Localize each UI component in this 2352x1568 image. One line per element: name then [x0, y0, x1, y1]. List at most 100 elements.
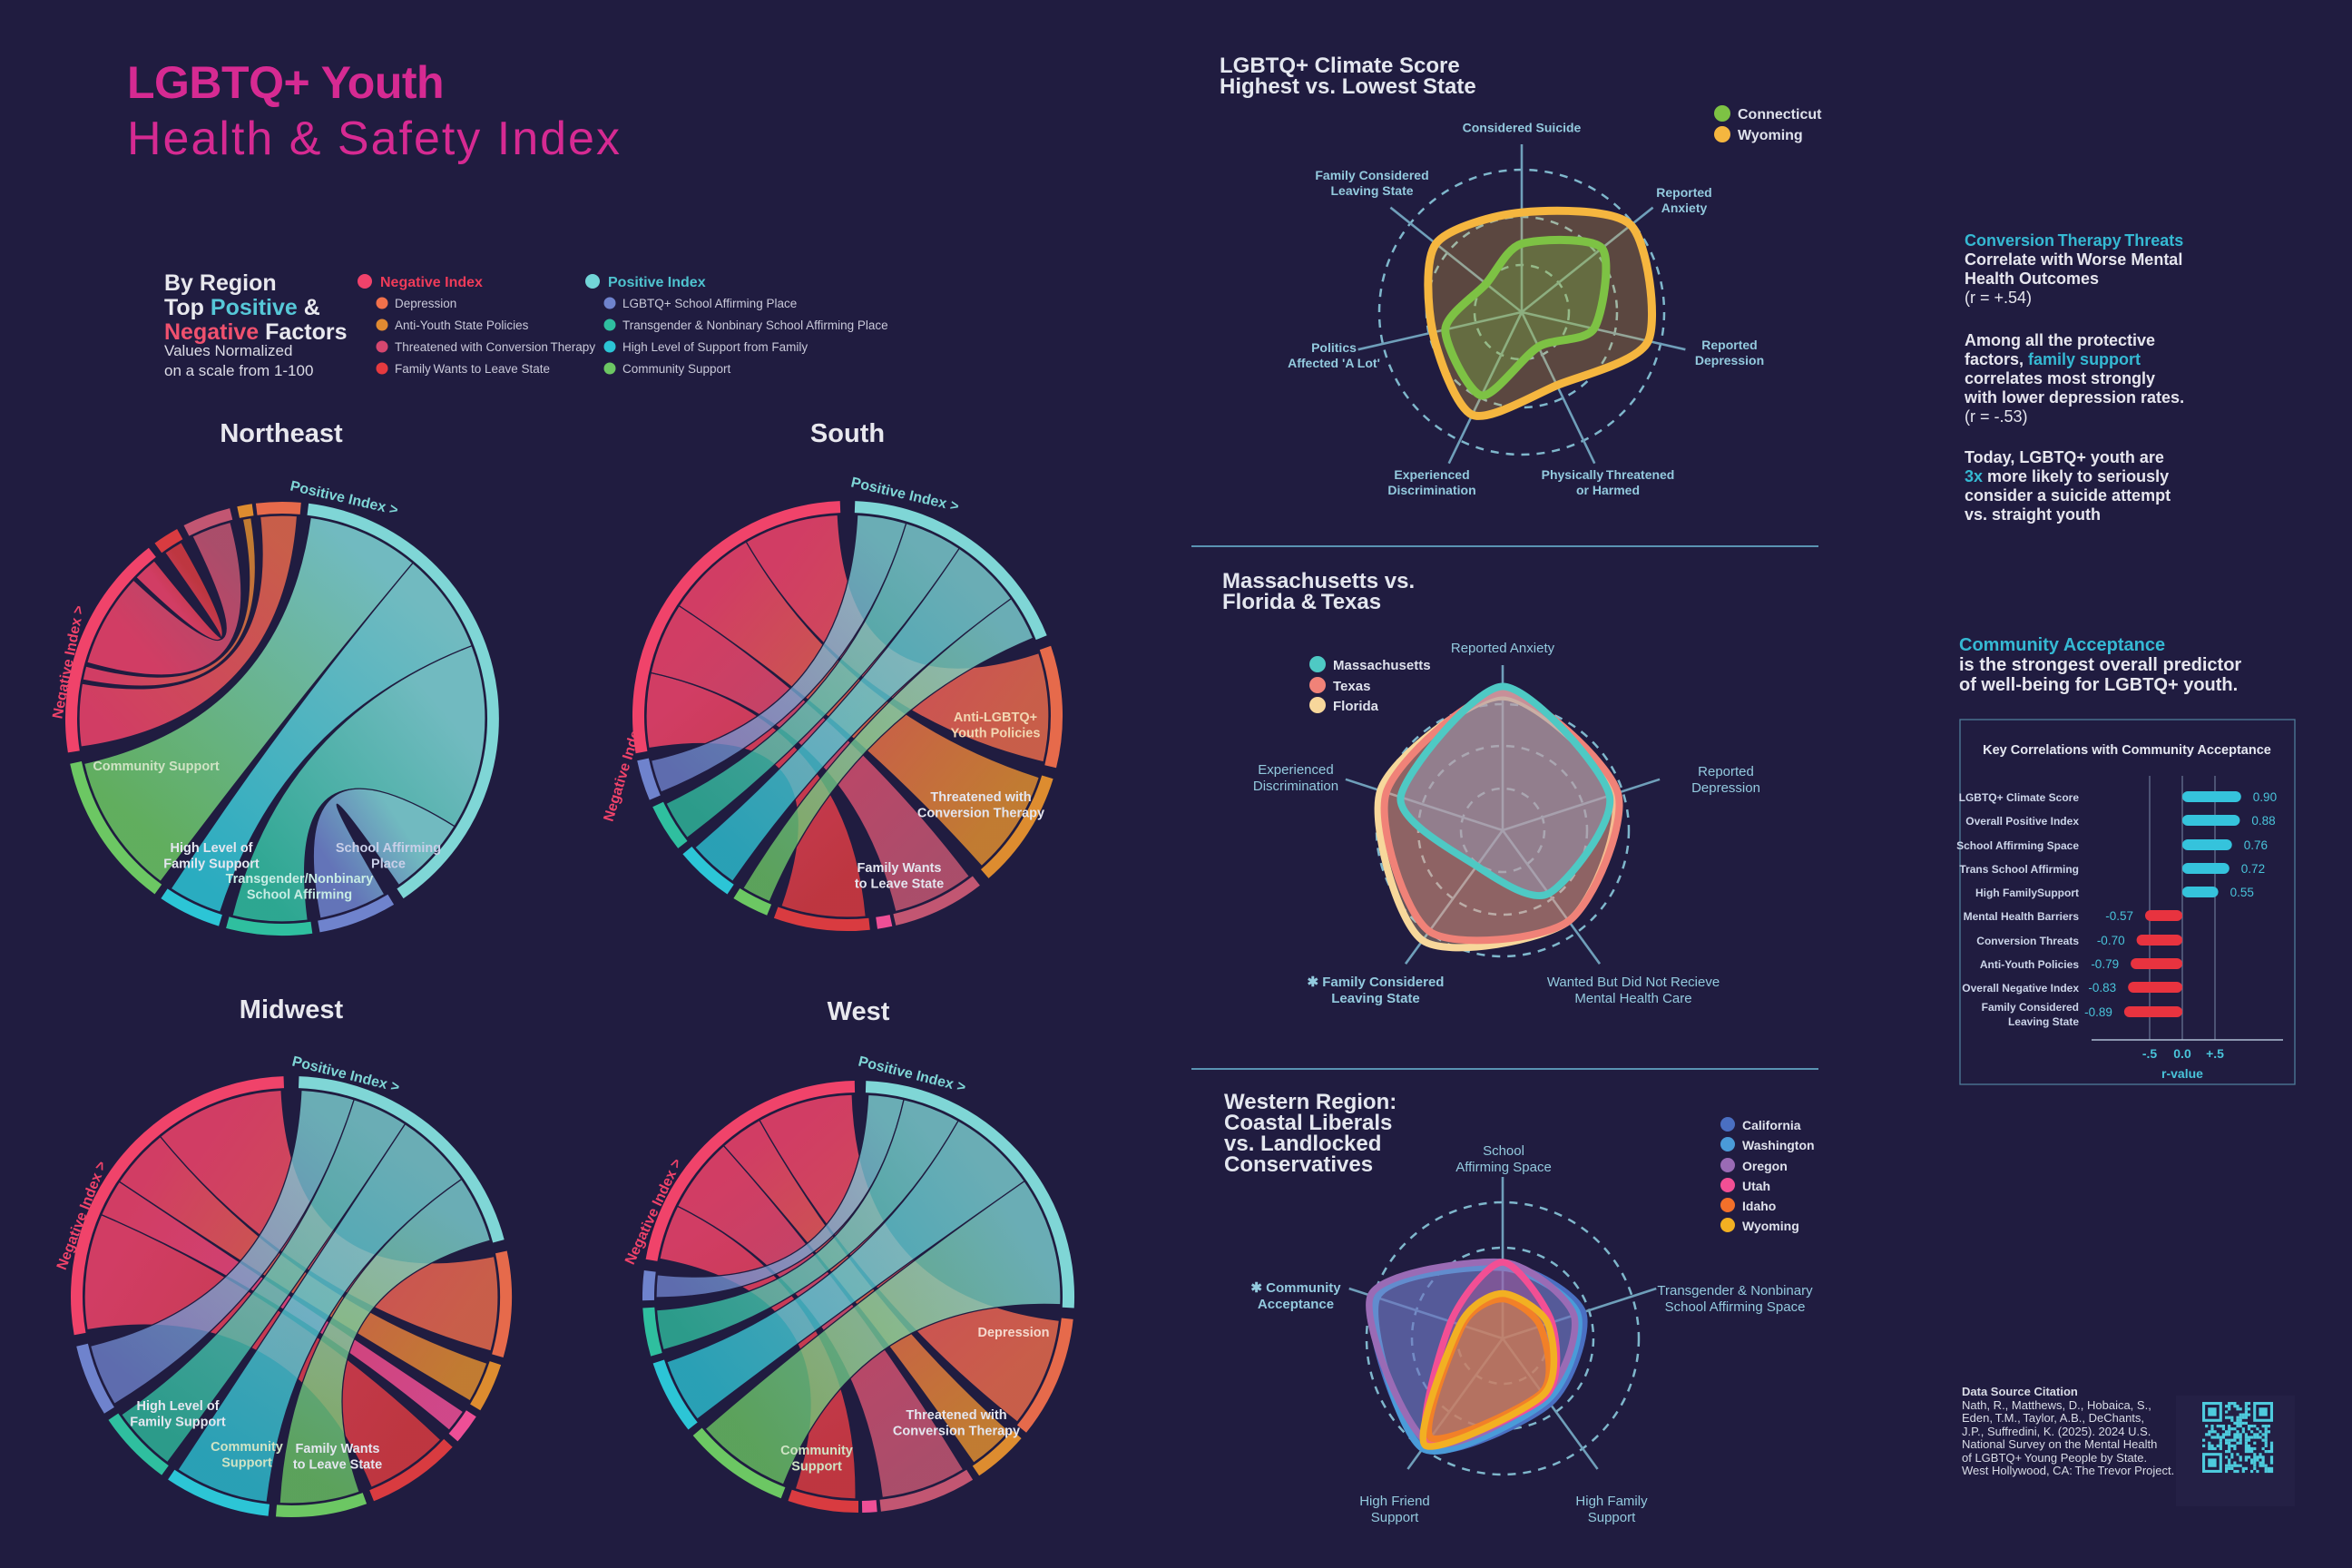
- svg-text:Leaving State: Leaving State: [1331, 991, 1420, 1006]
- svg-text:to Leave State: to Leave State: [855, 877, 944, 892]
- svg-text:Wyoming: Wyoming: [1742, 1219, 1799, 1233]
- svg-text:High Level of: High Level of: [170, 841, 252, 856]
- svg-text:Leaving State: Leaving State: [1330, 183, 1413, 198]
- svg-text:Affected 'A Lot': Affected 'A Lot': [1288, 356, 1380, 370]
- svg-text:Politics: Politics: [1311, 340, 1357, 355]
- svg-text:Reported Anxiety: Reported Anxiety: [1451, 641, 1555, 656]
- svg-text:Anti-Youth State Policies: Anti-Youth State Policies: [395, 318, 529, 332]
- svg-text:Support: Support: [791, 1460, 842, 1475]
- svg-text:High Friend: High Friend: [1359, 1494, 1430, 1509]
- svg-text:Community Support: Community Support: [622, 362, 731, 376]
- svg-text:-0.89: -0.89: [2084, 1005, 2112, 1019]
- svg-text:School Affirming Space: School Affirming Space: [1665, 1299, 1806, 1315]
- svg-text:Considered Suicide: Considered Suicide: [1463, 121, 1582, 135]
- svg-text:0.76: 0.76: [2244, 838, 2268, 852]
- svg-text:Family Wants to Leave State: Family Wants to Leave State: [395, 362, 550, 376]
- svg-text:-0.79: -0.79: [2091, 957, 2119, 971]
- svg-text:Overall Negative Index: Overall Negative Index: [1962, 982, 2079, 995]
- svg-text:-0.83: -0.83: [2088, 981, 2116, 995]
- svg-text:Trans School Affirming: Trans School Affirming: [1959, 863, 2079, 876]
- svg-text:-.5: -.5: [2142, 1046, 2158, 1061]
- svg-text:Leaving State: Leaving State: [2008, 1015, 2079, 1028]
- svg-text:Anti-LGBTQ+: Anti-LGBTQ+: [954, 710, 1037, 725]
- svg-text:to Leave State: to Leave State: [293, 1458, 382, 1473]
- svg-text:Transgender & Nonbinary: Transgender & Nonbinary: [1657, 1283, 1813, 1298]
- svg-text:Texas: Texas: [1333, 679, 1370, 694]
- svg-text:✱ Community: ✱ Community: [1250, 1280, 1341, 1296]
- svg-text:Overall Positive Index: Overall Positive Index: [1965, 815, 2079, 828]
- svg-text:Family Considered: Family Considered: [1982, 1001, 2079, 1014]
- svg-text:Transgender/Nonbinary: Transgender/Nonbinary: [226, 872, 374, 887]
- svg-text:Family Wants: Family Wants: [858, 861, 942, 876]
- svg-text:Massachusetts: Massachusetts: [1333, 658, 1431, 673]
- svg-text:Support: Support: [221, 1456, 272, 1471]
- svg-text:Family Support: Family Support: [163, 858, 260, 872]
- svg-text:Washington: Washington: [1742, 1138, 1815, 1152]
- svg-text:Depression: Depression: [395, 297, 456, 310]
- svg-text:Youth Policies: Youth Policies: [951, 727, 1041, 741]
- svg-text:Community Support: Community Support: [93, 760, 220, 774]
- svg-text:-0.70: -0.70: [2097, 934, 2125, 947]
- svg-text:Acceptance: Acceptance: [1258, 1297, 1334, 1312]
- svg-text:School Affirming Space: School Affirming Space: [1956, 839, 2079, 852]
- svg-text:Key Correlations with Communit: Key Correlations with Community Acceptan…: [1983, 743, 2271, 758]
- svg-text:0.88: 0.88: [2251, 814, 2275, 828]
- svg-text:+.5: +.5: [2206, 1046, 2224, 1061]
- svg-text:Mental Health Barriers: Mental Health Barriers: [1964, 910, 2080, 923]
- svg-text:✱ Family Considered: ✱ Family Considered: [1308, 975, 1445, 990]
- svg-text:High FamilySupport: High FamilySupport: [1975, 887, 2079, 899]
- svg-text:School Affirming: School Affirming: [336, 841, 441, 856]
- svg-text:Support: Support: [1588, 1510, 1636, 1525]
- svg-text:School Affirming: School Affirming: [247, 888, 352, 903]
- svg-text:Family Support: Family Support: [130, 1416, 226, 1430]
- svg-text:Experienced: Experienced: [1258, 762, 1333, 778]
- svg-text:Idaho: Idaho: [1742, 1199, 1776, 1213]
- svg-text:Place: Place: [371, 858, 406, 872]
- svg-text:Threatened with: Threatened with: [930, 790, 1031, 805]
- svg-text:High Level of: High Level of: [136, 1399, 219, 1414]
- svg-text:0.90: 0.90: [2253, 790, 2277, 804]
- svg-text:r-value: r-value: [2161, 1066, 2203, 1081]
- svg-text:Utah: Utah: [1742, 1179, 1770, 1193]
- svg-text:Negative Index: Negative Index: [380, 275, 483, 290]
- svg-text:Depression: Depression: [978, 1326, 1050, 1340]
- svg-text:California: California: [1742, 1118, 1801, 1132]
- svg-text:High Family: High Family: [1575, 1494, 1648, 1509]
- svg-text:Wanted But Did Not Recieve: Wanted But Did Not Recieve: [1547, 975, 1720, 990]
- svg-text:Oregon: Oregon: [1742, 1159, 1788, 1173]
- svg-text:Discrimination: Discrimination: [1387, 483, 1475, 497]
- svg-text:Florida: Florida: [1333, 699, 1379, 714]
- svg-text:Conversion Threats: Conversion Threats: [1976, 935, 2079, 947]
- svg-text:Reported: Reported: [1698, 764, 1754, 779]
- svg-text:Anti-Youth Policies: Anti-Youth Policies: [1980, 958, 2079, 971]
- svg-text:Conversion Therapy: Conversion Therapy: [893, 1425, 1020, 1439]
- svg-text:Depression: Depression: [1691, 780, 1760, 796]
- svg-text:Anxiety: Anxiety: [1661, 201, 1708, 215]
- svg-text:Discrimination: Discrimination: [1253, 779, 1338, 794]
- svg-text:Family Considered: Family Considered: [1315, 168, 1428, 182]
- svg-text:Reported: Reported: [1701, 338, 1757, 352]
- svg-text:Reported: Reported: [1656, 185, 1711, 200]
- svg-text:Mental Health Care: Mental Health Care: [1574, 991, 1691, 1006]
- svg-text:Transgender & Nonbinary School: Transgender & Nonbinary School Affirming…: [622, 318, 888, 332]
- svg-text:LGBTQ+ Climate Score: LGBTQ+ Climate Score: [1959, 791, 2080, 804]
- svg-text:Depression: Depression: [1695, 353, 1764, 368]
- svg-text:0.55: 0.55: [2230, 886, 2254, 899]
- svg-text:School: School: [1483, 1143, 1524, 1159]
- svg-text:0.72: 0.72: [2241, 862, 2265, 876]
- svg-text:Conversion Therapy: Conversion Therapy: [917, 807, 1044, 821]
- svg-text:Threatened with Conversion The: Threatened with Conversion Therapy: [395, 340, 595, 354]
- svg-text:-0.57: -0.57: [2105, 909, 2133, 923]
- svg-text:LGBTQ+ School Affirming Place: LGBTQ+ School Affirming Place: [622, 297, 797, 310]
- svg-text:Threatened with: Threatened with: [906, 1408, 1006, 1423]
- svg-text:or Harmed: or Harmed: [1576, 483, 1640, 497]
- svg-text:Wyoming: Wyoming: [1738, 128, 1803, 143]
- svg-text:Community: Community: [780, 1444, 853, 1458]
- svg-text:Experienced: Experienced: [1394, 467, 1469, 482]
- svg-text:Support: Support: [1371, 1510, 1419, 1525]
- svg-text:Positive Index: Positive Index: [608, 275, 706, 290]
- svg-text:Physically Threatened: Physically Threatened: [1542, 467, 1675, 482]
- svg-text:Affirming Space: Affirming Space: [1455, 1160, 1552, 1175]
- svg-text:Connecticut: Connecticut: [1738, 107, 1822, 122]
- svg-text:Family Wants: Family Wants: [296, 1442, 380, 1456]
